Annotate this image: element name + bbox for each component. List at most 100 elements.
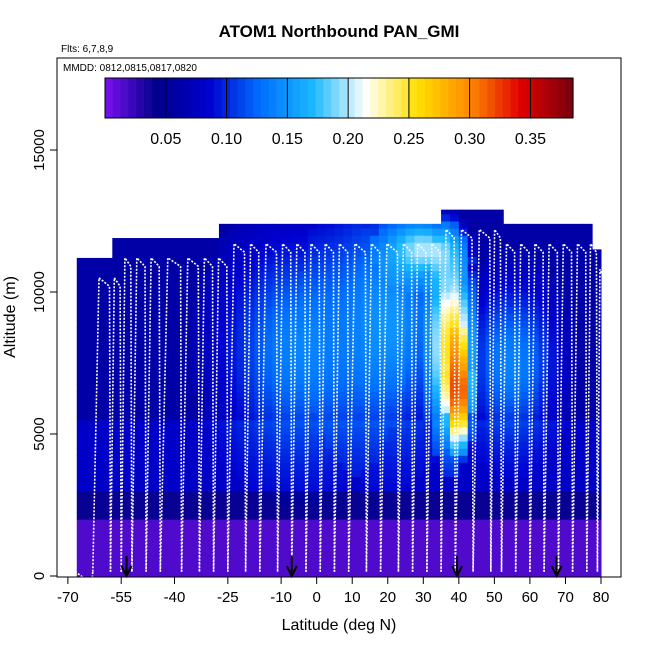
heatmap-cell (76, 398, 87, 407)
heatmap-cell (343, 363, 353, 371)
heatmap-cell (227, 526, 238, 534)
heatmap-cell (183, 256, 193, 265)
heatmap-cell (272, 228, 282, 236)
heatmap-cell (458, 568, 469, 577)
heatmap-cell (485, 412, 495, 421)
heatmap-cell (103, 370, 113, 378)
heatmap-cell (432, 242, 442, 250)
heatmap-cell (227, 377, 238, 385)
heatmap-cell (325, 462, 335, 470)
heatmap-cell (218, 462, 229, 470)
heatmap-cell (396, 512, 407, 520)
heatmap-cell (574, 341, 584, 350)
heatmap-cell (334, 228, 344, 236)
heatmap-cell (147, 384, 158, 392)
heatmap-cell (583, 327, 593, 336)
heatmap-cell (307, 512, 318, 520)
heatmap-cell (503, 426, 513, 435)
heatmap-cell (112, 419, 122, 428)
heatmap-cell (503, 377, 513, 385)
heatmap-cell (147, 441, 158, 449)
heatmap-cell (174, 405, 184, 414)
heatmap-cell (174, 526, 184, 534)
heatmap-cell (503, 334, 513, 343)
heatmap-cell (138, 490, 149, 499)
heatmap-cell (254, 235, 264, 243)
heatmap-cell (307, 483, 318, 492)
heatmap-cell (414, 554, 424, 563)
heatmap-cell (227, 341, 238, 350)
heatmap-cell (441, 292, 451, 300)
heatmap-cell (369, 398, 380, 407)
heatmap-cell (236, 497, 247, 506)
heatmap-cell (307, 270, 318, 279)
heatmap-cell (343, 313, 353, 321)
heatmap-cell (334, 505, 344, 513)
heatmap-cell (245, 363, 255, 371)
heatmap-cell (165, 384, 176, 392)
heatmap-cell (121, 334, 131, 343)
heatmap-cell (121, 448, 131, 456)
heatmap-cell (165, 398, 176, 407)
heatmap-cell (183, 441, 193, 449)
heatmap-cell (583, 334, 593, 343)
heatmap-cell (458, 505, 469, 513)
heatmap-cell (76, 391, 87, 399)
heatmap-cell (76, 377, 87, 385)
heatmap-cell (512, 355, 522, 364)
heatmap-cell (281, 533, 291, 541)
heatmap-cell (156, 377, 167, 385)
flight-track-segment (227, 242, 247, 572)
heatmap-cell (236, 419, 247, 428)
heatmap-cell (218, 377, 229, 385)
heatmap-cell (281, 327, 291, 336)
heatmap-cell (405, 448, 415, 456)
heatmap-cell (476, 327, 486, 336)
heatmap-cell (574, 320, 584, 328)
heatmap-cell (556, 249, 566, 257)
heatmap-cell (476, 426, 486, 435)
heatmap-cell (369, 334, 380, 343)
heatmap-cell (405, 419, 415, 428)
heatmap-cell (210, 355, 220, 364)
heatmap-cell (183, 277, 193, 286)
heatmap-cell (414, 284, 424, 293)
heatmap-cell (85, 299, 96, 307)
heatmap-cell (298, 270, 309, 279)
heatmap-cell (263, 476, 273, 485)
heatmap-cell (218, 434, 229, 442)
heatmap-cell (201, 426, 211, 435)
heatmap-cell (449, 561, 460, 570)
heatmap-cell (574, 526, 584, 534)
heatmap-cell (476, 540, 486, 549)
heatmap-cell (361, 462, 371, 470)
heatmap-cell (183, 238, 193, 243)
heatmap-cell (547, 377, 558, 385)
heatmap-cell (494, 490, 504, 499)
heatmap-cell (583, 299, 593, 307)
heatmap-cell (156, 561, 167, 570)
heatmap-cell (512, 405, 522, 414)
heatmap-cell (325, 384, 335, 392)
heatmap-cell (361, 256, 371, 265)
colorbar-swatch (206, 78, 215, 118)
colorbar-swatch (417, 78, 426, 118)
heatmap-cell (449, 292, 460, 300)
heatmap-cell (352, 242, 362, 250)
heatmap-cell (414, 533, 424, 541)
heatmap-cell (414, 313, 424, 321)
heatmap-cell (467, 213, 478, 222)
heatmap-cell (316, 405, 327, 414)
heatmap-cell (254, 398, 264, 407)
heatmap-cell (156, 568, 167, 577)
heatmap-cell (476, 228, 486, 236)
heatmap-cell (76, 384, 87, 392)
heatmap-cell (201, 391, 211, 399)
heatmap-cell (201, 263, 211, 272)
heatmap-cell (130, 469, 140, 478)
heatmap-cell (147, 334, 158, 343)
flight-track-segment (557, 241, 574, 572)
heatmap-cell (263, 292, 273, 300)
heatmap-cell (405, 299, 415, 307)
heatmap-cell (396, 547, 407, 556)
